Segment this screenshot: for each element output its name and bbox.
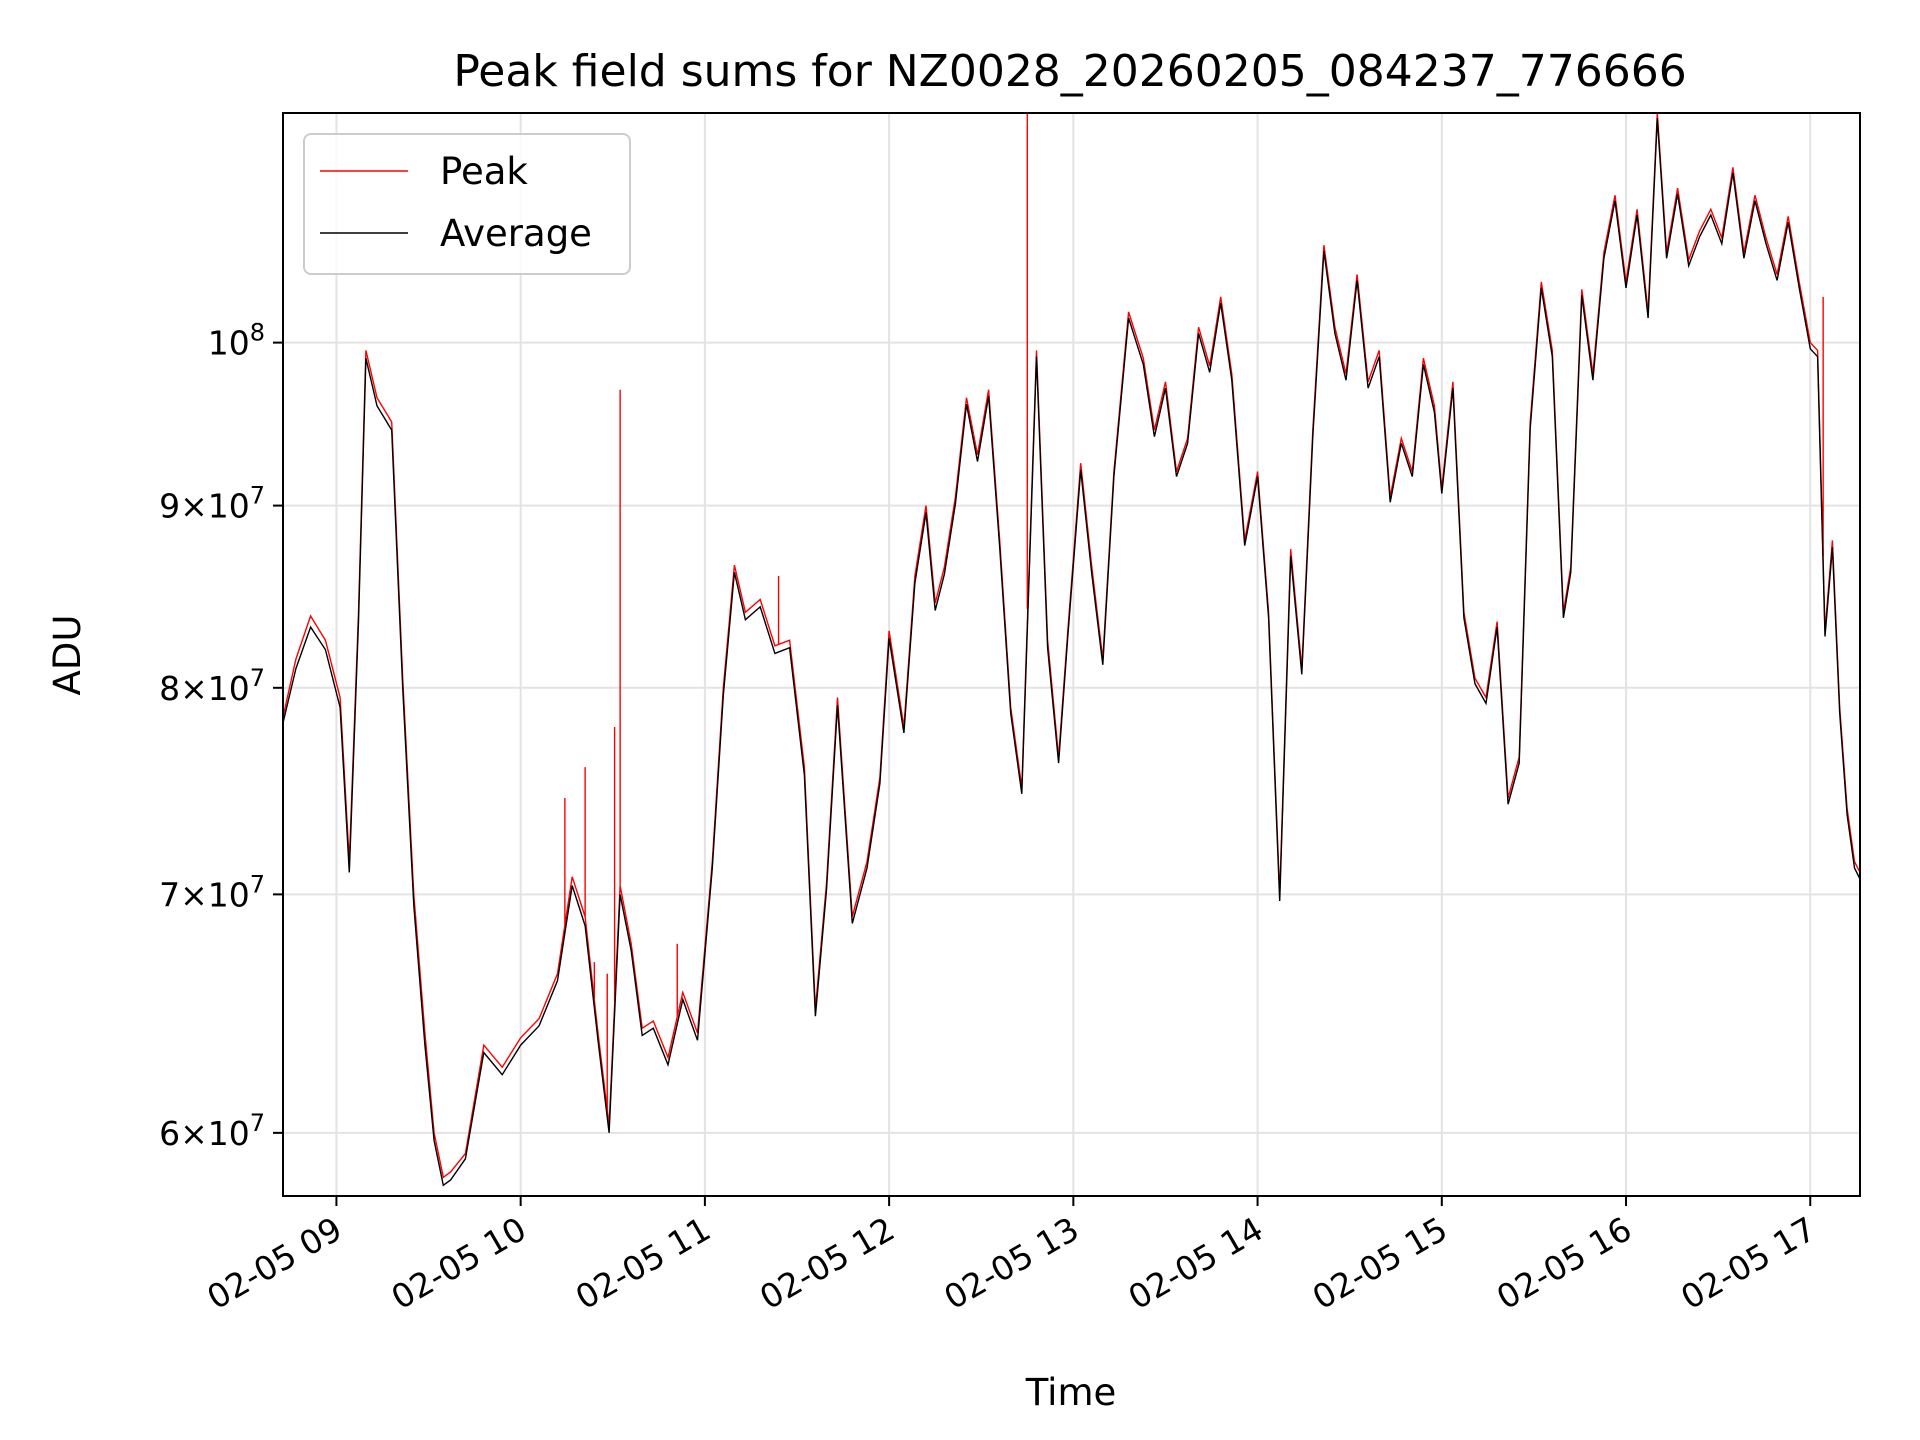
- series-layer: [282, 112, 1861, 1187]
- y-tick-label: 108: [208, 319, 265, 363]
- grid: [283, 113, 1860, 1196]
- y-axis-label: ADU: [46, 615, 89, 696]
- y-tick-label: 9×107: [159, 482, 265, 526]
- peak-spikes: [564, 113, 1824, 1110]
- average-series-line: [282, 118, 1861, 1187]
- y-tick-label: 8×107: [159, 664, 265, 708]
- legend: Peak Average: [303, 133, 631, 275]
- plot-frame: [282, 112, 1861, 1197]
- y-tick-label: 7×107: [159, 870, 265, 914]
- legend-peak-label: Peak: [440, 150, 528, 193]
- chart-title: Peak field sums for NZ0028_20260205_0842…: [453, 46, 1686, 97]
- y-axis-ticks: 6×107 7×107 8×107 9×107 108: [159, 319, 283, 1153]
- x-axis-label: Time: [1025, 1371, 1117, 1414]
- y-tick-label: 6×107: [159, 1109, 265, 1153]
- legend-average-label: Average: [440, 212, 592, 255]
- legend-box: [303, 133, 631, 275]
